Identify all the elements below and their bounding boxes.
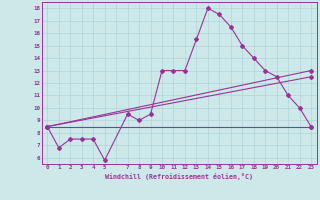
X-axis label: Windchill (Refroidissement éolien,°C): Windchill (Refroidissement éolien,°C) — [105, 173, 253, 180]
